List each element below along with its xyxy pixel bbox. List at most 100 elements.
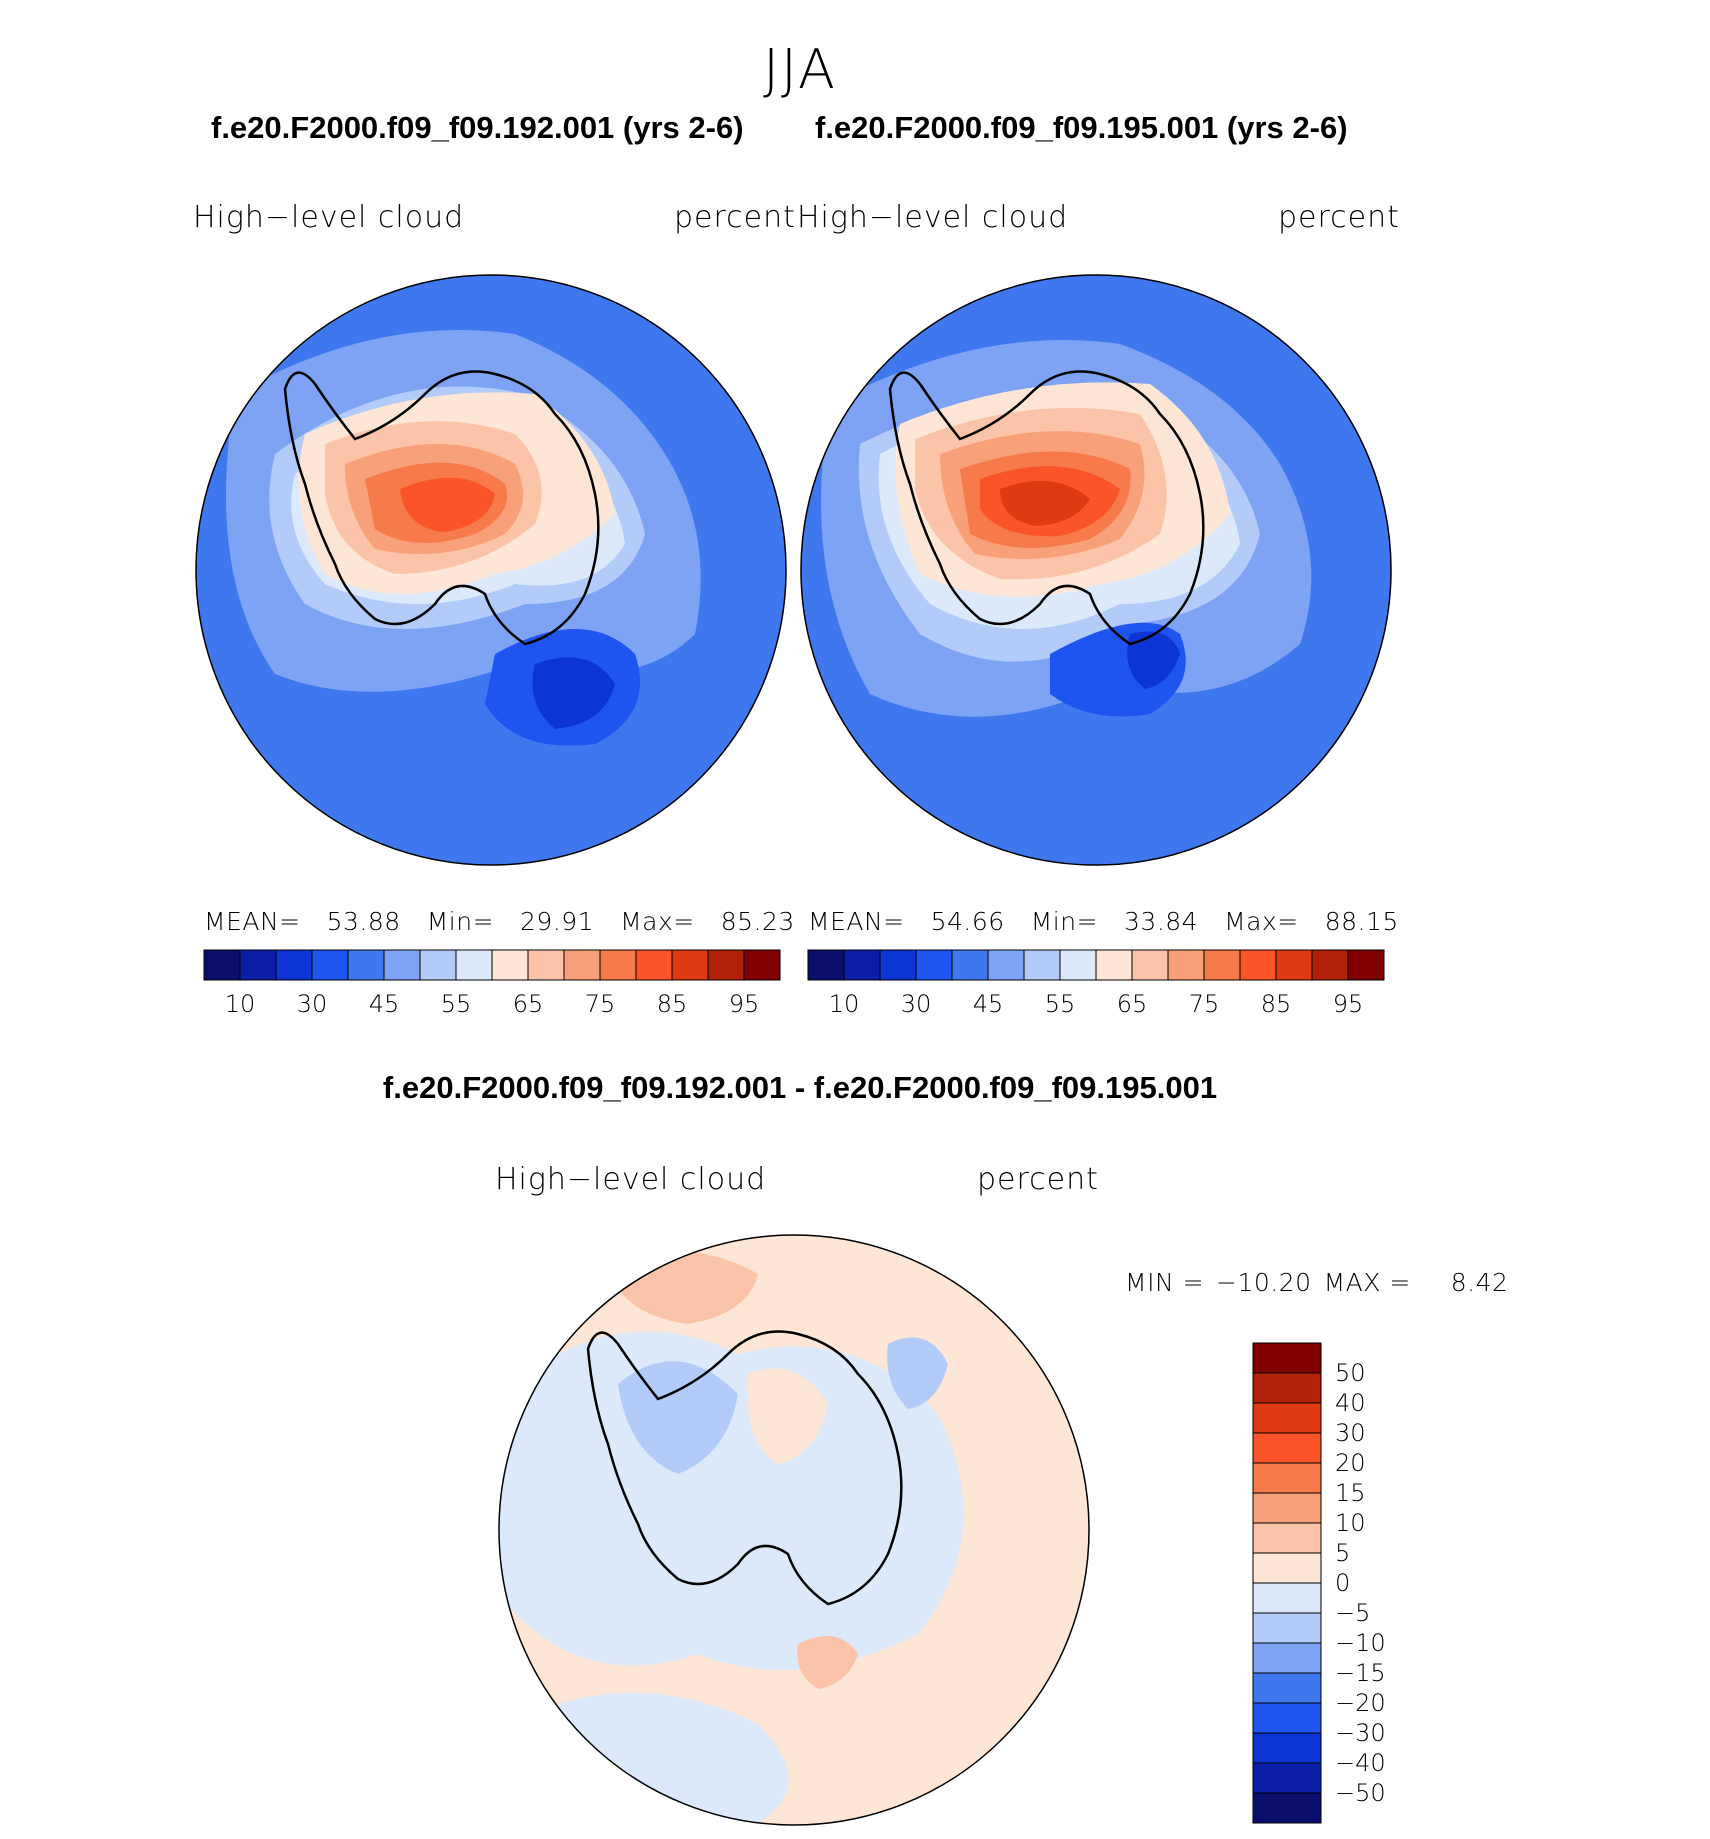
colorbar-swatch <box>1252 1432 1322 1464</box>
colorbar-tick-label: 55 <box>1044 990 1076 1018</box>
map-border <box>800 274 1392 866</box>
colorbar-tick-label: 65 <box>512 990 544 1018</box>
difference-variable-label: High−level cloud <box>495 1162 767 1197</box>
colorbar-swatch <box>1252 1462 1322 1494</box>
colorbar-swatch <box>419 949 457 981</box>
colorbar-swatch <box>239 949 277 981</box>
colorbar-tick-label: 30 <box>900 990 932 1018</box>
difference-max-label: MAX = <box>1323 1268 1411 1297</box>
colorbar-tick-label: 45 <box>368 990 400 1018</box>
panel2-variable-label: High−level cloud <box>797 200 1069 235</box>
colorbar-swatch <box>707 949 745 981</box>
colorbar-tick-label: 95 <box>728 990 760 1018</box>
colorbar-swatch <box>1252 1402 1322 1434</box>
colorbar-tick-label: 65 <box>1116 990 1148 1018</box>
colorbar-swatch <box>1167 949 1205 981</box>
map-panel-1 <box>195 274 787 866</box>
colorbar-tick-label: 30 <box>1335 1419 1366 1447</box>
colorbar-swatch <box>383 949 421 981</box>
colorbar-swatch <box>1275 949 1313 981</box>
colorbar-swatch <box>1252 1762 1322 1794</box>
colorbar-swatch <box>1252 1492 1322 1524</box>
difference-min-label: MIN = <box>1125 1268 1205 1297</box>
colorbar-swatch <box>1347 949 1385 981</box>
colorbar-tick-label: 75 <box>584 990 616 1018</box>
colorbar-tick-label: −15 <box>1335 1659 1386 1687</box>
colorbar-swatch <box>1252 1702 1322 1734</box>
colorbar-swatch <box>1095 949 1133 981</box>
difference-min-value: −10.20 <box>1216 1268 1312 1297</box>
colorbar-tick-label: 30 <box>296 990 328 1018</box>
colorbar-swatch <box>671 949 709 981</box>
colorbar-tick-label: 45 <box>972 990 1004 1018</box>
colorbar-tick-label: 55 <box>440 990 472 1018</box>
colorbar-swatch <box>1239 949 1277 981</box>
colorbar-swatch <box>347 949 385 981</box>
map-difference <box>498 1234 1090 1826</box>
colorbar-panel-2-ticks: 10 30 45 55 65 75 85 95 <box>808 990 1384 1020</box>
panel1-min-label: Min= <box>426 907 495 936</box>
colorbar-swatch <box>1252 1642 1322 1674</box>
colorbar-swatch <box>203 949 241 981</box>
panel1-stats: MEAN= 53.88 Min= 29.91 Max= 85.23 <box>204 907 795 936</box>
colorbar-swatch <box>599 949 637 981</box>
colorbar-tick-label: −40 <box>1335 1749 1386 1777</box>
case-title-left: f.e20.F2000.f09_f09.192.001 (yrs 2-6) <box>211 110 744 145</box>
case-title-right: f.e20.F2000.f09_f09.195.001 (yrs 2-6) <box>815 110 1348 145</box>
colorbar-swatch <box>1252 1522 1322 1554</box>
colorbar-swatch <box>843 949 881 981</box>
colorbar-swatch <box>1252 1672 1322 1704</box>
colorbar-swatch <box>635 949 673 981</box>
colorbar-tick-label: −10 <box>1335 1629 1386 1657</box>
panel2-max-value: 88.15 <box>1324 907 1399 936</box>
map-border <box>195 274 787 866</box>
colorbar-swatch <box>915 949 953 981</box>
panel2-min-label: Min= <box>1030 907 1099 936</box>
colorbar-swatch <box>1252 1372 1322 1404</box>
colorbar-tick-label: 85 <box>1260 990 1292 1018</box>
colorbar-panel-1 <box>203 949 781 981</box>
panel1-min-value: 29.91 <box>520 907 595 936</box>
colorbar-swatch <box>1059 949 1097 981</box>
coastline <box>888 370 1205 646</box>
difference-units-label: percent <box>977 1162 1099 1197</box>
colorbar-swatch <box>1252 1792 1322 1824</box>
panel2-mean-label: MEAN= <box>808 907 905 936</box>
panel1-variable-label: High−level cloud <box>193 200 465 235</box>
colorbar-difference <box>1252 1342 1322 1824</box>
colorbar-swatch <box>1311 949 1349 981</box>
colorbar-swatch <box>275 949 313 981</box>
colorbar-tick-label: 0 <box>1335 1569 1351 1597</box>
colorbar-swatch <box>1023 949 1061 981</box>
colorbar-tick-label: 5 <box>1335 1539 1351 1567</box>
panel2-mean-value: 54.66 <box>930 907 1005 936</box>
colorbar-difference-ticks: 50 40 30 20 15 10 5 0 −5 −10 −15 −20 −30 −40 −50 <box>1335 1343 1415 1823</box>
colorbar-tick-label: 75 <box>1188 990 1220 1018</box>
colorbar-tick-label: 10 <box>1335 1509 1366 1537</box>
colorbar-swatch <box>1252 1342 1322 1374</box>
colorbar-swatch <box>1252 1732 1322 1764</box>
colorbar-swatch <box>807 949 845 981</box>
panel2-stats: MEAN= 54.66 Min= 33.84 Max= 88.15 <box>808 907 1399 936</box>
map-panel-2 <box>800 274 1392 866</box>
panel1-units-label: percent <box>674 200 796 235</box>
colorbar-swatch <box>1252 1552 1322 1584</box>
colorbar-tick-label: −20 <box>1335 1689 1386 1717</box>
difference-title: f.e20.F2000.f09_f09.192.001 - f.e20.F200… <box>382 1070 1218 1105</box>
colorbar-panel-2 <box>807 949 1385 981</box>
colorbar-tick-label: −50 <box>1335 1779 1386 1807</box>
panel1-max-label: Max= <box>620 907 695 936</box>
colorbar-tick-label: 10 <box>224 990 256 1018</box>
difference-minmax: MIN = −10.20 MAX = 8.42 <box>1125 1268 1508 1297</box>
colorbar-swatch <box>1252 1582 1322 1614</box>
colorbar-tick-label: −5 <box>1335 1599 1371 1627</box>
colorbar-swatch <box>743 949 781 981</box>
colorbar-tick-label: 20 <box>1335 1449 1366 1477</box>
season-title: JJA <box>763 38 837 101</box>
colorbar-swatch <box>455 949 493 981</box>
colorbar-tick-label: 50 <box>1335 1359 1366 1387</box>
colorbar-swatch <box>951 949 989 981</box>
colorbar-swatch <box>527 949 565 981</box>
colorbar-swatch <box>1131 949 1169 981</box>
panel1-mean-value: 53.88 <box>326 907 401 936</box>
